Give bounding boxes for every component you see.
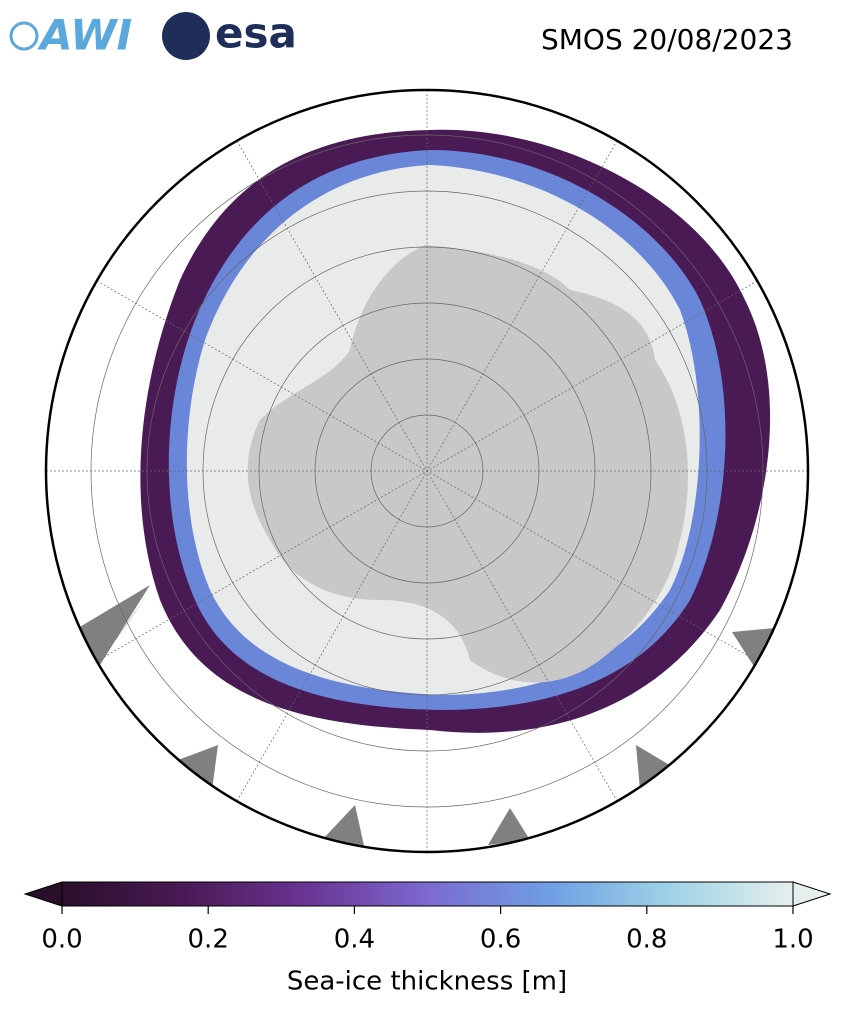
map xyxy=(46,90,808,852)
tick-label: 0.6 xyxy=(480,925,521,955)
awi-logo: AWI xyxy=(37,11,132,60)
logos: AWI esa xyxy=(9,9,297,60)
esa-logo: esa xyxy=(215,9,297,58)
tick-label: 1.0 xyxy=(772,925,813,955)
tick-label: 0.4 xyxy=(334,925,375,955)
map-title: SMOS 20/08/2023 xyxy=(541,23,793,56)
map-frame xyxy=(44,88,810,854)
tick-label: 0.2 xyxy=(188,925,229,955)
tick-label: 0.0 xyxy=(41,925,82,955)
colorbar-label: Sea-ice thickness [m] xyxy=(287,967,567,997)
tick-label: 0.8 xyxy=(626,925,667,955)
colorbar xyxy=(23,881,832,907)
